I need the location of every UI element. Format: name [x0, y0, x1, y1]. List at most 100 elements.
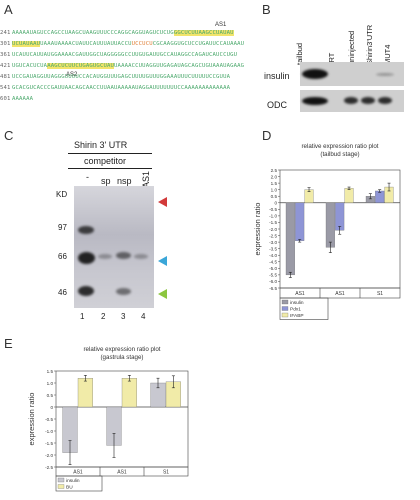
- arrow-red: [158, 197, 167, 207]
- category-label: AS1: [73, 470, 83, 476]
- bar: [77, 378, 93, 408]
- sequence-position: 601: [0, 96, 11, 102]
- y-tick-label: 1.0: [47, 381, 54, 386]
- lane-number-4: 4: [141, 312, 146, 321]
- category-box: [55, 466, 189, 477]
- sequence-text: UCCGAUAGGUUAGGGUUUUCCACAUGGUUUGAGCUUUUGU…: [12, 74, 231, 80]
- band: [376, 73, 394, 76]
- panel-a-letter: A: [4, 2, 13, 17]
- sequence-text: CGCAAGGUGCUCCUGAUUCCAUAAAU: [152, 41, 245, 47]
- y-axis-label: expression ratio: [27, 393, 36, 446]
- sequence-text: GCACGUCACCCGAUUAACAGCAACCUUAAUAAAAAUAGGA…: [12, 85, 231, 91]
- as2-label: AS2: [66, 72, 78, 78]
- y-tick-label: -1.0: [269, 214, 277, 219]
- gel-odc: [300, 90, 404, 112]
- y-tick-label: 2.5: [271, 168, 278, 173]
- panel-c-letter: C: [4, 128, 14, 143]
- sequence-highlight: GGCUCUUAAGCCUAUAU: [173, 30, 234, 36]
- y-tick-label: -4.5: [269, 260, 277, 265]
- sequence-text: UAAAUAAAACUAUUCAUUUAUUACCU: [40, 41, 132, 47]
- legend-label: insulin: [290, 300, 304, 306]
- band: [134, 254, 148, 259]
- y-tick-label: 0.5: [47, 393, 54, 398]
- sequence-position: 241: [0, 30, 11, 36]
- category-label: S1: [163, 470, 169, 476]
- sequence-panel: AS1 AS2 241AAAAAUAGUCCAGCCUAAGCUAAGUUUCC…: [0, 22, 255, 134]
- row-label-odc: ODC: [267, 100, 287, 110]
- band: [344, 97, 358, 104]
- y-tick-label: -2.5: [45, 465, 53, 470]
- lane-number-2: 2: [101, 312, 106, 321]
- sequence-line: 301UCUAUAAUUAAAUAAAACUAUUCAUUUAUUACCUUCC…: [0, 41, 244, 47]
- kd-label: KD: [56, 190, 68, 199]
- band: [116, 252, 131, 259]
- competition-gel-panel: Shirin 3' UTR competitor - sp nsp AS1 KD…: [0, 128, 170, 328]
- category-label: S1: [377, 291, 383, 297]
- sequence-line: 361UCAUUCAUUAUGGAAAACGAUUGGCUAGGGGGCCUUG…: [0, 52, 237, 58]
- band: [78, 286, 94, 296]
- bar: [285, 202, 295, 276]
- lane-label-uninjected: uninjected: [347, 30, 356, 65]
- marker-66: 66: [58, 252, 67, 261]
- y-tick-label: 0: [50, 405, 53, 410]
- category-box: [279, 287, 401, 299]
- y-tick-label: -1.5: [269, 220, 277, 225]
- chart-tailbud-stage: relative expression ratio plot(tailbud s…: [253, 143, 401, 320]
- sequence-text: UAAAACCUUAGGUUGAGAUAGCAGCUGUAAAUAGAAG: [114, 63, 245, 69]
- gel-header: Shirin 3' UTR: [74, 140, 128, 150]
- panel-b-letter: B: [262, 2, 271, 17]
- y-tick-label: 1.0: [271, 187, 278, 192]
- sequence-text: UCAUUCAUUAUGGAAAACGAUUGGCUAGGGGGCCUUGUGA…: [12, 52, 238, 58]
- sequence-line: 541GCACGUCACCCGAUUAACAGCAACCUUAAUAAAAAUA…: [0, 85, 230, 91]
- y-tick-label: 1.5: [47, 369, 54, 374]
- legend-swatch: [281, 299, 289, 305]
- y-tick-label: 0.5: [271, 194, 278, 199]
- y-tick-label: 2.0: [271, 174, 278, 179]
- category-label: AS1: [295, 291, 305, 297]
- y-tick-label: -4.0: [269, 253, 277, 258]
- y-tick-label: -0.5: [45, 417, 53, 422]
- lane-number-3: 3: [121, 312, 126, 321]
- y-tick-label: -0.5: [269, 207, 277, 212]
- panel-d-letter: D: [262, 128, 272, 143]
- sequence-position: 301: [0, 41, 11, 47]
- chart-gastrula-stage: relative expression ratio plot(gastrula …: [27, 346, 189, 492]
- rtpcr-gel-panel: tailbud -RT uninjected Shirin3'UTR MUT4 …: [258, 0, 420, 120]
- legend-box: [279, 297, 329, 320]
- legend-label: IFABP: [290, 313, 304, 319]
- y-tick-label: -1.5: [45, 441, 53, 446]
- gel-insulin: [300, 62, 404, 86]
- y-tick-label: -5.0: [269, 266, 277, 271]
- sequence-text: AAAAAUAGUCCAGCCUAAGCUAAGUUUCCCAGGCAGGUAG…: [12, 30, 174, 36]
- sequence-position: 421: [0, 63, 11, 69]
- lane-label-sp: sp: [101, 176, 111, 186]
- chart-subtitle: (gastrula stage): [101, 354, 144, 361]
- sequence-highlight: AAGCUCUUCUGAGUGCUAU: [47, 63, 115, 69]
- legend-swatch: [281, 312, 289, 318]
- gel-image: [74, 186, 154, 308]
- sequence-mutation: UCCUCU: [131, 41, 153, 47]
- y-tick-label: -5.5: [269, 273, 277, 278]
- band: [98, 254, 112, 259]
- legend-swatch: [281, 306, 289, 311]
- arrow-blue: [158, 256, 167, 266]
- category-label: AS1: [117, 470, 127, 476]
- as1-label: AS1: [215, 22, 227, 28]
- marker-97: 97: [58, 223, 67, 232]
- y-tick-label: -3.5: [269, 246, 277, 251]
- lane-label-nsp: nsp: [117, 176, 132, 186]
- y-tick-label: -2.0: [45, 453, 53, 458]
- chart-title: relative expression ratio plot: [83, 346, 160, 353]
- sequence-line: 421UGUCACUCUAAAGCUCUUCUGAGUGCUAUUAAAACCU…: [0, 63, 244, 69]
- y-tick-label: 1.5: [271, 181, 278, 186]
- subheader-underline: [68, 168, 152, 169]
- category-label: AS1: [335, 291, 345, 297]
- band: [302, 69, 328, 79]
- y-tick-label: -3.0: [269, 240, 277, 245]
- bar: [121, 378, 137, 408]
- band: [78, 226, 94, 234]
- sequence-highlight: UCUAUAAU: [12, 41, 41, 47]
- lane-label-minus: -: [86, 172, 89, 182]
- lane-number-1: 1: [80, 312, 85, 321]
- row-label-insulin: insulin: [264, 71, 290, 81]
